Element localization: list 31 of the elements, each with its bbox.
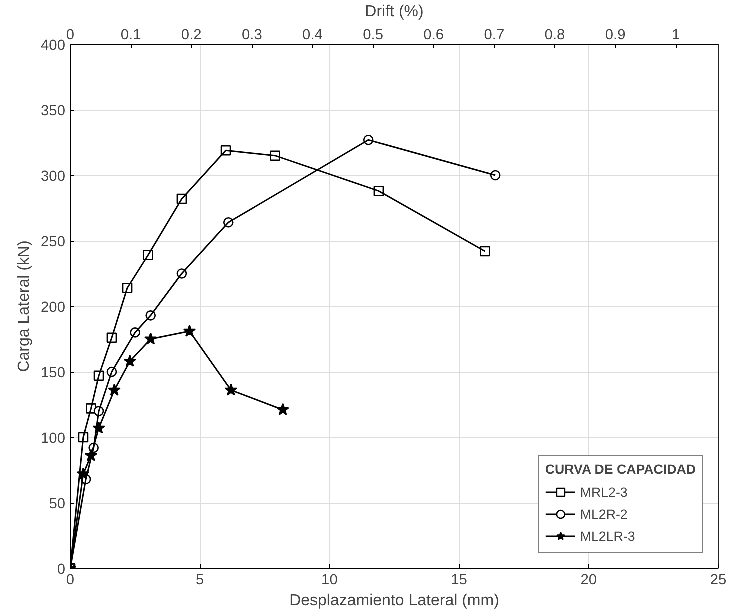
- x-tick-label: 20: [580, 572, 598, 588]
- legend-label: MRL2-3: [580, 484, 628, 500]
- y-tick-label: 50: [49, 496, 66, 512]
- x2-tick-label: 0.2: [181, 28, 202, 44]
- legend-label: ML2R-2: [580, 506, 628, 522]
- x-axis-title: Desplazamiento Lateral (mm): [290, 592, 500, 610]
- x2-tick-label: 0.3: [242, 28, 262, 44]
- x2-tick-label: 0.5: [363, 28, 384, 44]
- x2-tick-label: 0.9: [605, 28, 626, 44]
- y-tick-label: 300: [41, 169, 66, 185]
- legend-label: ML2LR-3: [580, 528, 636, 544]
- x2-tick-label: 0.8: [544, 28, 566, 44]
- x-tick-label: 15: [451, 572, 468, 588]
- x2-tick-label: 0.1: [120, 28, 142, 44]
- x-tick-label: 10: [322, 572, 338, 588]
- x-tick-label: 25: [710, 572, 727, 588]
- legend-title: CURVA DE CAPACIDAD: [545, 462, 696, 477]
- x2-tick-label: 0.6: [424, 28, 444, 44]
- y-tick-label: 250: [41, 234, 66, 250]
- x2-tick-label: 0.7: [484, 28, 505, 44]
- y-tick-label: 0: [57, 562, 66, 578]
- y-tick-label: 350: [41, 104, 66, 120]
- x2-tick-label: 1: [672, 28, 680, 44]
- y-tick-label: 100: [41, 431, 66, 447]
- x2-axis-title: Drift (%): [365, 4, 424, 20]
- y-tick-label: 400: [41, 38, 66, 54]
- x2-tick-label: 0.4: [302, 28, 323, 44]
- x-tick-label: 5: [196, 572, 204, 588]
- y-axis-title: Carga Lateral (kN): [16, 240, 34, 372]
- y-tick-label: 200: [41, 300, 66, 316]
- y-tick-label: 150: [41, 366, 66, 382]
